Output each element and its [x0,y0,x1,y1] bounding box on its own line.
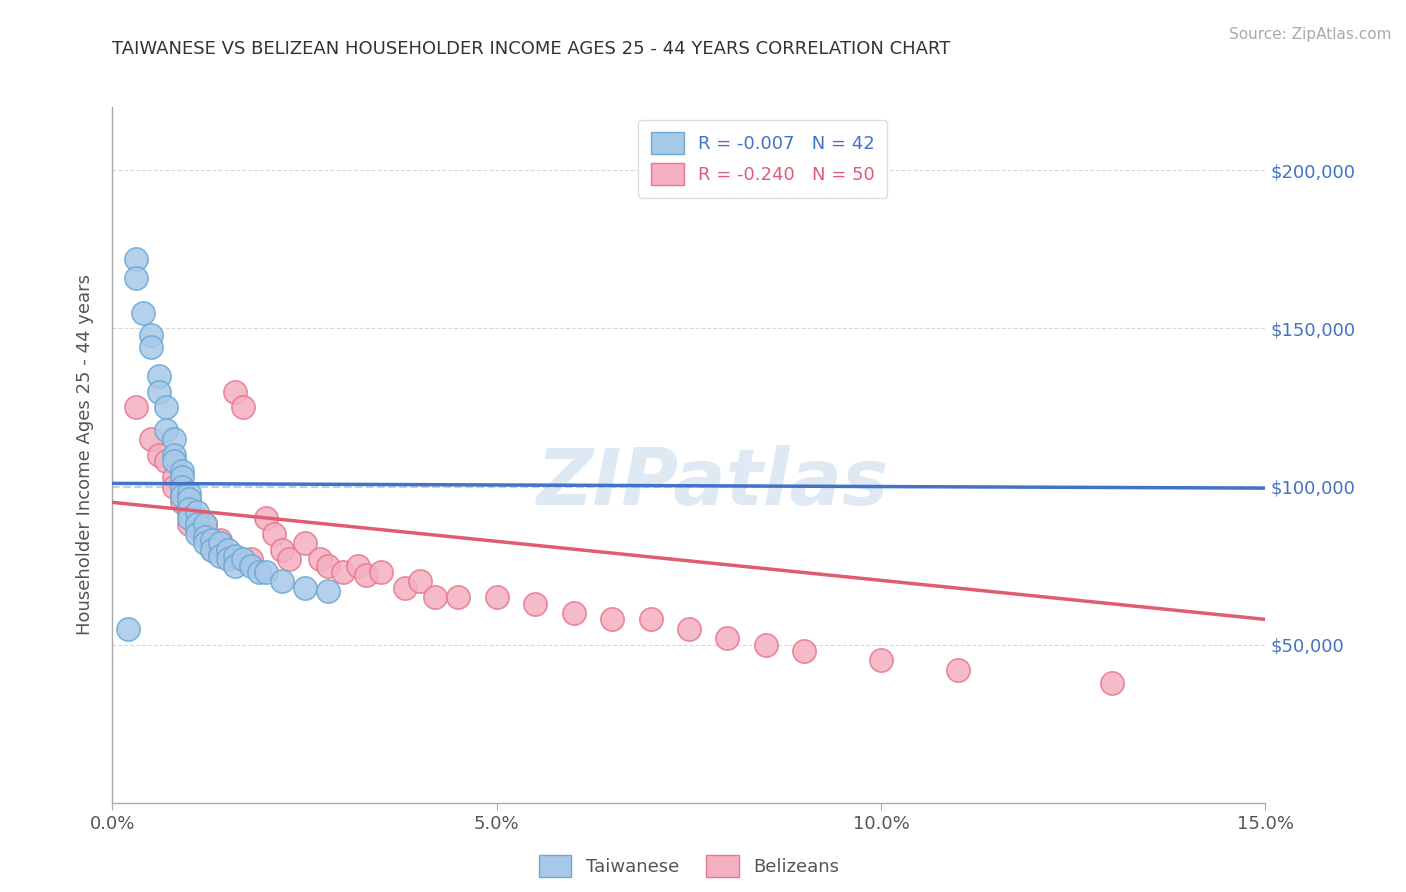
Point [124,401,146,415]
Point [716,632,738,646]
Point [163,448,186,462]
Point [170,495,193,509]
Point [209,536,232,550]
Point [224,384,246,399]
Point [179,492,201,507]
Point [186,517,208,532]
Point [124,252,146,266]
Point [354,568,377,582]
Point [755,638,778,652]
Legend: Taiwanese, Belizeans: Taiwanese, Belizeans [531,847,846,884]
Point [270,574,292,589]
Point [209,549,232,563]
Point [155,423,177,437]
Text: Source: ZipAtlas.com: Source: ZipAtlas.com [1229,27,1392,42]
Point [294,581,316,595]
Point [793,644,815,658]
Point [201,542,224,557]
Point [217,549,239,563]
Point [270,542,292,557]
Point [155,454,177,468]
Point [194,517,217,532]
Point [232,401,254,415]
Point [194,517,217,532]
Point [132,305,155,319]
Point [224,549,246,563]
Point [194,530,217,544]
Point [209,533,232,548]
Point [170,486,193,500]
Point [124,270,146,285]
Point [370,565,392,579]
Point [678,622,700,636]
Point [163,432,186,446]
Point [278,552,301,566]
Point [209,542,232,557]
Point [309,552,332,566]
Point [239,552,262,566]
Point [600,612,623,626]
Point [139,432,162,446]
Point [148,368,170,383]
Point [217,552,239,566]
Y-axis label: Householder Income Ages 25 - 44 years: Householder Income Ages 25 - 44 years [76,275,94,635]
Point [217,542,239,557]
Point [447,591,470,605]
Point [170,470,193,484]
Point [485,591,508,605]
Point [394,581,416,595]
Point [332,565,354,579]
Point [186,511,208,525]
Point [946,663,969,677]
Point [117,622,139,636]
Point [254,565,277,579]
Point [186,505,208,519]
Text: TAIWANESE VS BELIZEAN HOUSEHOLDER INCOME AGES 25 - 44 YEARS CORRELATION CHART: TAIWANESE VS BELIZEAN HOUSEHOLDER INCOME… [112,40,950,58]
Point [316,558,339,573]
Point [201,542,224,557]
Point [186,521,208,535]
Point [170,489,193,503]
Point [163,470,186,484]
Point [179,511,201,525]
Point [294,536,316,550]
Point [148,448,170,462]
Point [194,536,217,550]
Point [179,517,201,532]
Point [247,565,270,579]
Point [148,384,170,399]
Point [179,501,201,516]
Text: ZIPatlas: ZIPatlas [536,445,889,521]
Point [224,558,246,573]
Point [254,511,277,525]
Point [155,401,177,415]
Point [194,527,217,541]
Point [170,464,193,478]
Point [186,527,208,541]
Point [316,583,339,598]
Point [170,479,193,493]
Point [409,574,432,589]
Point [163,479,186,493]
Point [139,340,162,354]
Point [179,505,201,519]
Point [524,597,547,611]
Point [1101,675,1123,690]
Point [232,552,254,566]
Point [239,558,262,573]
Point [263,527,285,541]
Point [179,486,201,500]
Point [179,495,201,509]
Point [139,327,162,342]
Point [163,454,186,468]
Point [870,653,893,667]
Point [562,606,585,620]
Point [201,533,224,548]
Point [201,533,224,548]
Point [640,612,662,626]
Point [347,558,370,573]
Point [425,591,447,605]
